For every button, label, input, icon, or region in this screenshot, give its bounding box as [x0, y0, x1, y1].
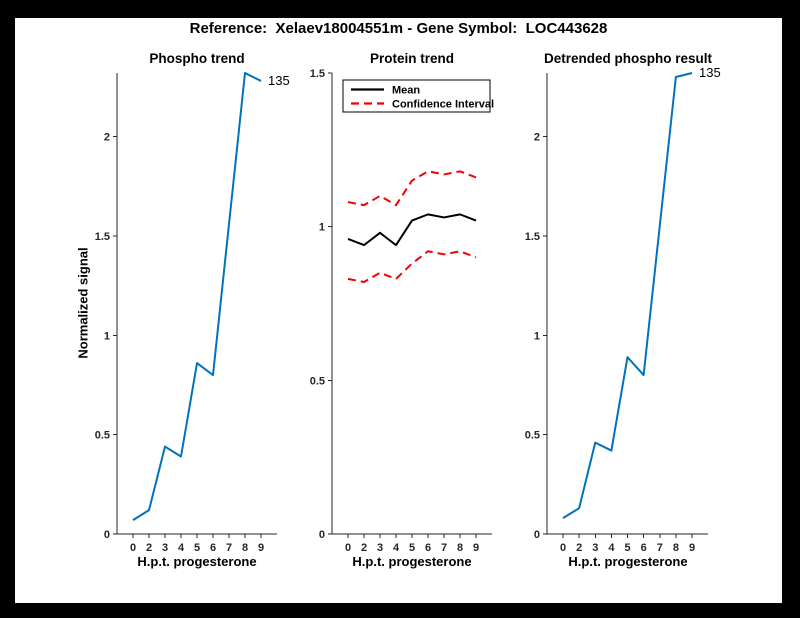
x-tick-label: 7 [441, 542, 447, 554]
x-tick-label: 2 [361, 542, 367, 554]
protein-trend-series-mean [347, 213, 477, 247]
x-tick-label: 6 [210, 542, 216, 554]
phospho-trend-series-phospho-signal [132, 72, 262, 521]
x-tick-label: 6 [425, 542, 431, 554]
subplot-title-detrended-phospho: Detrended phospho result [543, 51, 713, 66]
y-tick-label: 0.5 [310, 375, 325, 387]
detrended-phospho-result-series-detrended-signal [562, 72, 693, 519]
figure-frame: Reference: Xelaev18004551m - Gene Symbol… [15, 18, 782, 603]
x-tick-label: 4 [608, 542, 615, 554]
y-tick-label: 0.5 [95, 430, 110, 442]
y-tick-label: 1.5 [310, 68, 325, 80]
x-axis-label-phospho: H.p.t. progesterone [137, 554, 257, 569]
x-axis-label-protein: H.p.t. progesterone [352, 554, 472, 569]
x-axis-label-detrended: H.p.t. progesterone [568, 554, 688, 569]
x-tick-label: 9 [473, 542, 479, 554]
subplot-title-protein-trend: Protein trend [369, 51, 455, 66]
y-tick-label: 0 [534, 529, 540, 541]
y-tick-label: 1 [534, 330, 540, 342]
x-tick-label: 8 [457, 542, 463, 554]
figure-title: Reference: Xelaev18004551m - Gene Symbol… [189, 20, 608, 37]
y-tick-label: 0 [319, 529, 325, 541]
x-tick-label: 0 [345, 542, 351, 554]
y-tick-label: 1.5 [95, 231, 110, 243]
y-tick-label: 2 [104, 132, 110, 144]
x-tick-label: 3 [377, 542, 383, 554]
y-tick-label: 2 [534, 132, 540, 144]
x-tick-label: 9 [258, 542, 264, 554]
protein-trend-series-confidence-interval-lower [347, 250, 477, 283]
x-tick-label: 6 [641, 542, 647, 554]
end-value-label: 135 [268, 73, 290, 88]
x-tick-label: 7 [226, 542, 232, 554]
x-tick-label: 9 [689, 542, 695, 554]
y-tick-label: 1 [104, 330, 110, 342]
y-tick-label: 1 [319, 222, 325, 234]
y-tick-label: 1.5 [525, 231, 540, 243]
legend-label: Confidence Interval [392, 99, 494, 111]
protein-trend-series-confidence-interval-upper [347, 170, 477, 207]
x-tick-label: 4 [393, 542, 400, 554]
end-value-label: 135 [699, 65, 721, 80]
x-tick-label: 0 [130, 542, 136, 554]
x-tick-label: 8 [242, 542, 248, 554]
x-tick-label: 7 [657, 542, 663, 554]
x-tick-label: 5 [624, 542, 630, 554]
x-tick-label: 4 [178, 542, 185, 554]
x-tick-label: 0 [560, 542, 566, 554]
legend-box [342, 79, 491, 113]
y-tick-label: 0 [104, 529, 110, 541]
x-tick-label: 2 [576, 542, 582, 554]
x-tick-label: 2 [146, 542, 152, 554]
x-tick-label: 3 [592, 542, 598, 554]
subplot-title-phospho-trend: Phospho trend [149, 51, 245, 66]
x-tick-label: 3 [162, 542, 168, 554]
x-tick-label: 8 [673, 542, 679, 554]
x-tick-label: 5 [194, 542, 200, 554]
x-tick-label: 5 [409, 542, 415, 554]
y-tick-label: 0.5 [525, 430, 540, 442]
legend-label: Mean [392, 85, 420, 97]
